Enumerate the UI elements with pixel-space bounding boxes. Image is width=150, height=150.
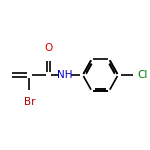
Text: Br: Br [24,97,35,107]
Text: Cl: Cl [138,70,148,80]
Text: NH: NH [57,70,73,80]
Text: O: O [44,43,52,53]
